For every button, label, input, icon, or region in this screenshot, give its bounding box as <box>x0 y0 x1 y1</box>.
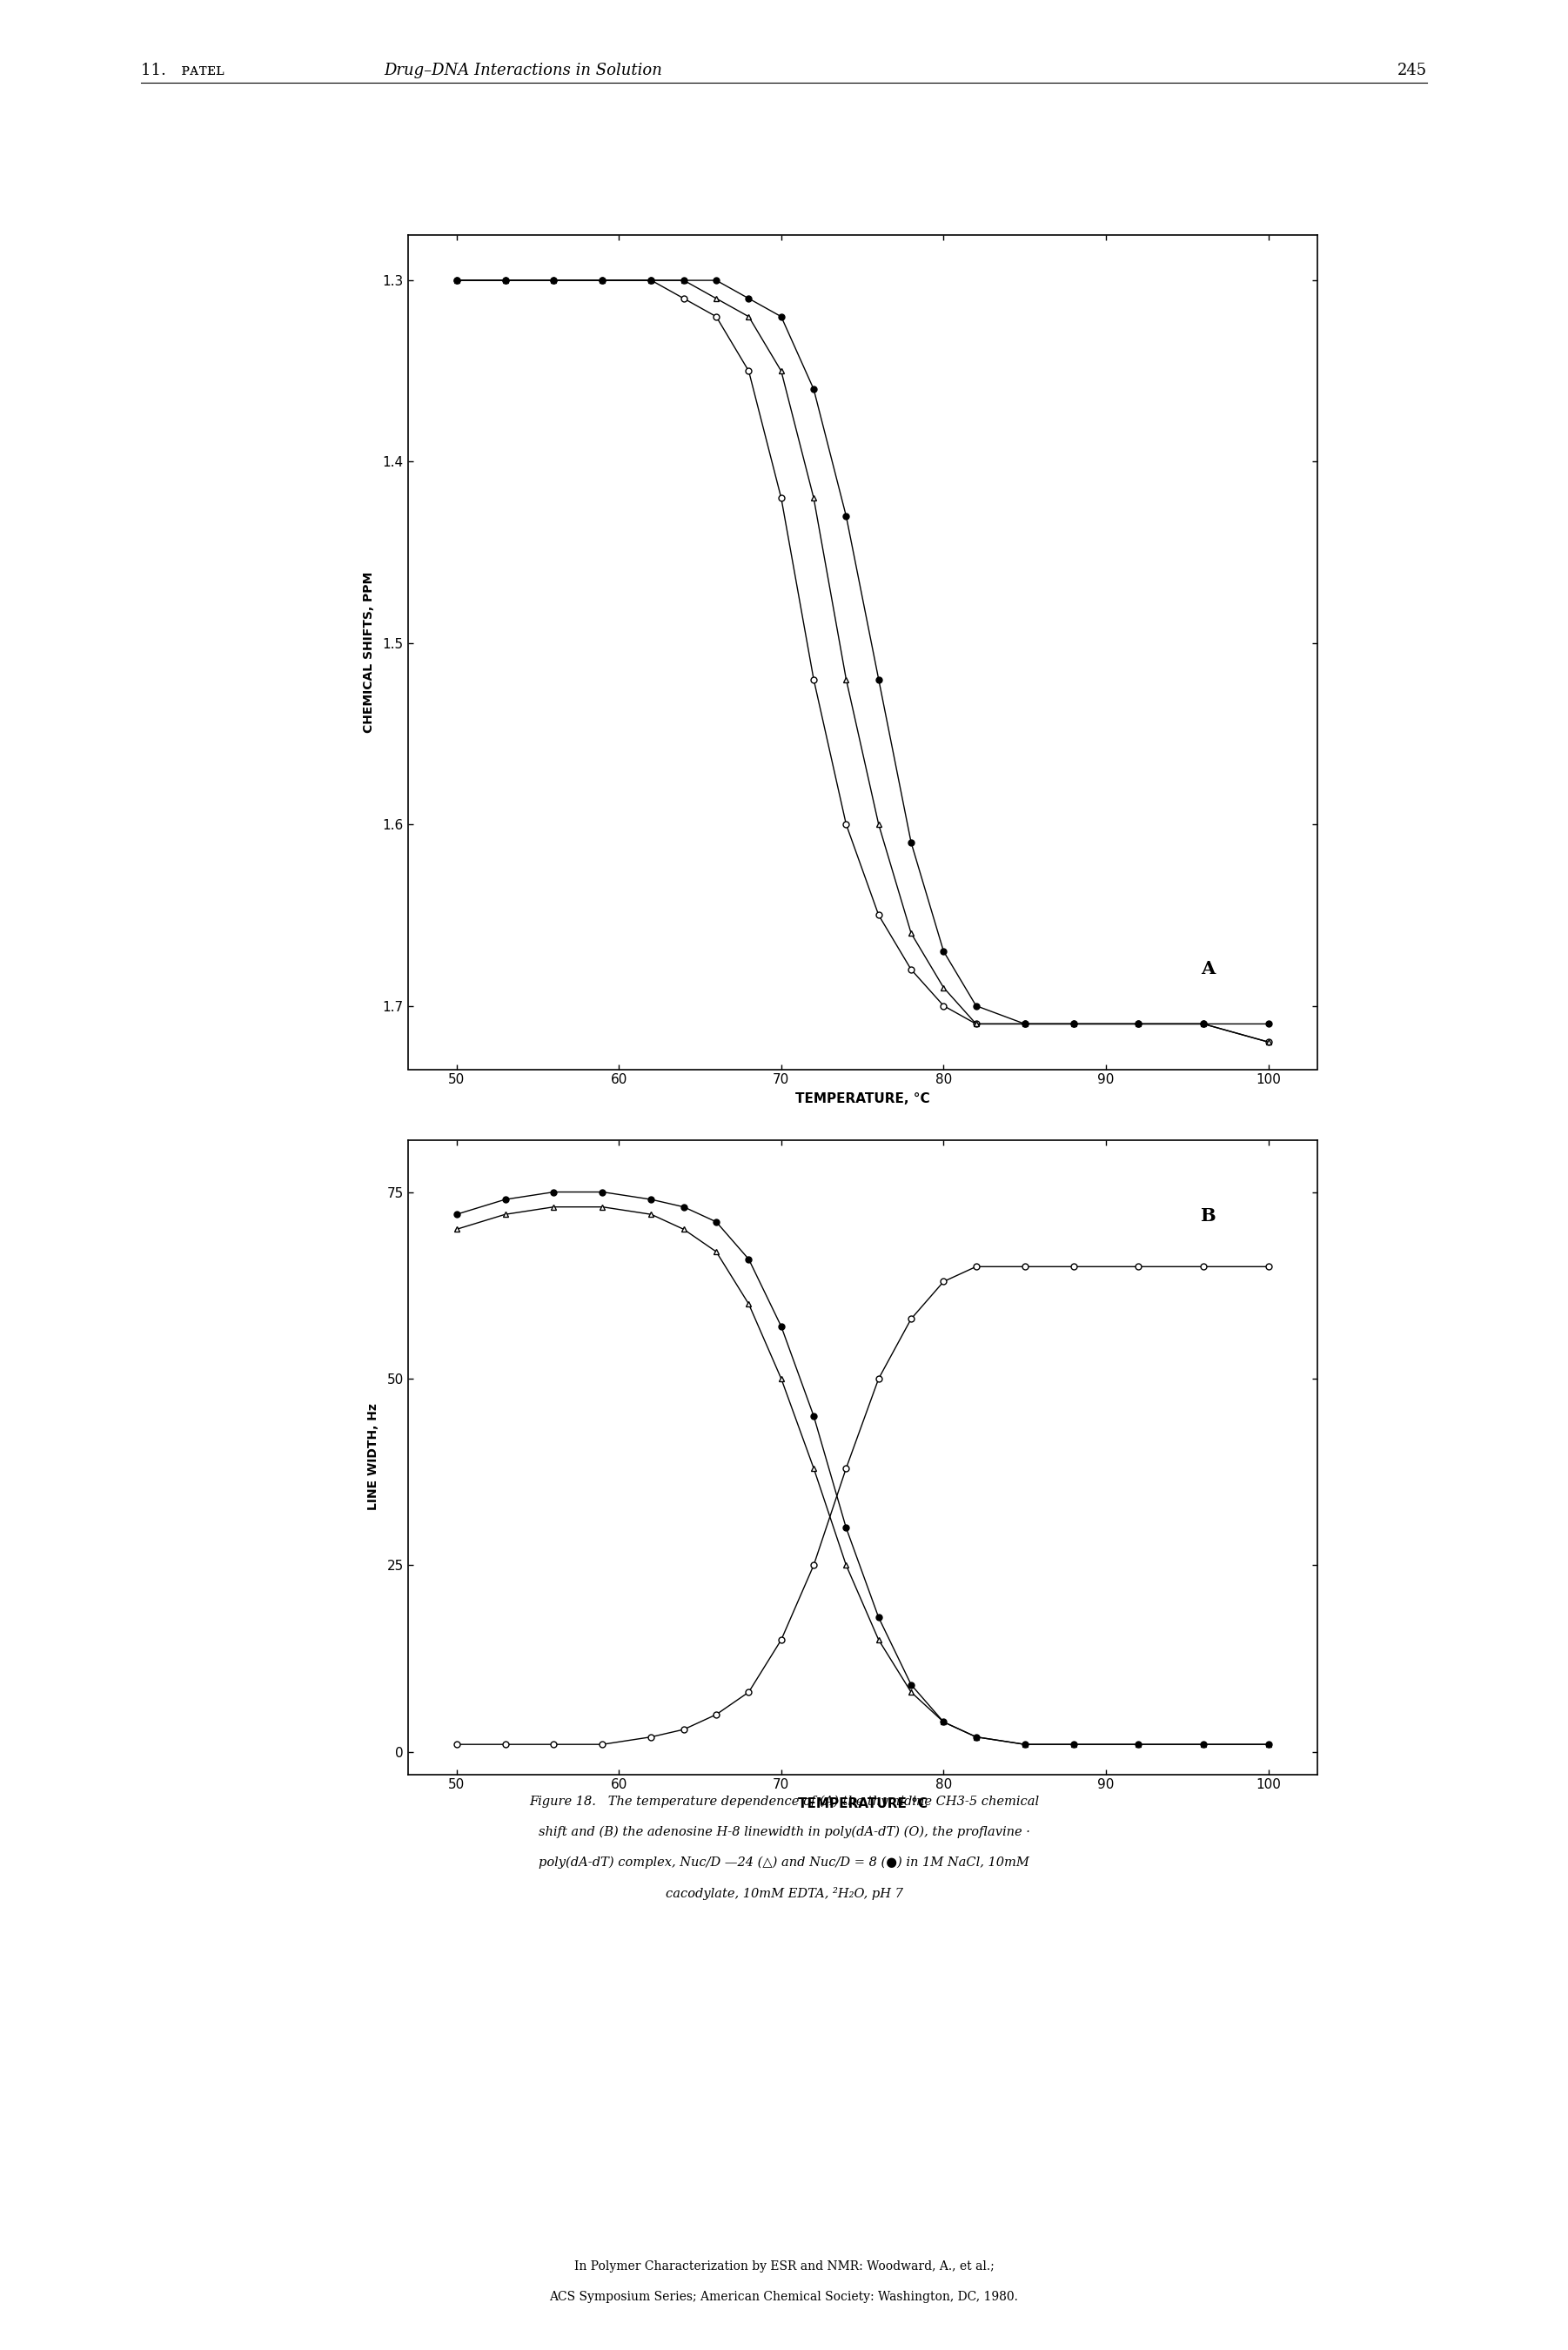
Y-axis label: LINE WIDTH, Hz: LINE WIDTH, Hz <box>367 1403 379 1511</box>
X-axis label: TEMPERATURE °C: TEMPERATURE °C <box>798 1798 927 1810</box>
X-axis label: TEMPERATURE, °C: TEMPERATURE, °C <box>795 1093 930 1104</box>
Text: In Polymer Characterization by ESR and NMR: Woodward, A., et al.;: In Polymer Characterization by ESR and N… <box>574 2261 994 2272</box>
Text: poly(dA-dT) complex, Nuc/D —24 (△) and Nuc/D = 8 (●) in 1M NaCl, 10mM: poly(dA-dT) complex, Nuc/D —24 (△) and N… <box>539 1856 1029 1868</box>
Text: 245: 245 <box>1397 61 1427 78</box>
Text: ACS Symposium Series; American Chemical Society: Washington, DC, 1980.: ACS Symposium Series; American Chemical … <box>549 2291 1019 2303</box>
Text: A: A <box>1201 961 1215 978</box>
Text: B: B <box>1201 1208 1215 1224</box>
Y-axis label: CHEMICAL SHIFTS, PPM: CHEMICAL SHIFTS, PPM <box>362 571 375 733</box>
Text: Drug–DNA Interactions in Solution: Drug–DNA Interactions in Solution <box>384 61 663 78</box>
Text: 11.   ᴘᴀᴛᴇʟ: 11. ᴘᴀᴛᴇʟ <box>141 61 224 78</box>
Text: Figure 18.   The temperature dependence of (A) the thymidine CH3-5 chemical: Figure 18. The temperature dependence of… <box>528 1795 1040 1807</box>
Text: shift and (B) the adenosine H-8 linewidth in poly(dA-dT) (O), the proflavine ·: shift and (B) the adenosine H-8 linewidt… <box>538 1826 1030 1838</box>
Text: cacodylate, 10mM EDTA, ²H₂O, pH 7: cacodylate, 10mM EDTA, ²H₂O, pH 7 <box>665 1887 903 1901</box>
